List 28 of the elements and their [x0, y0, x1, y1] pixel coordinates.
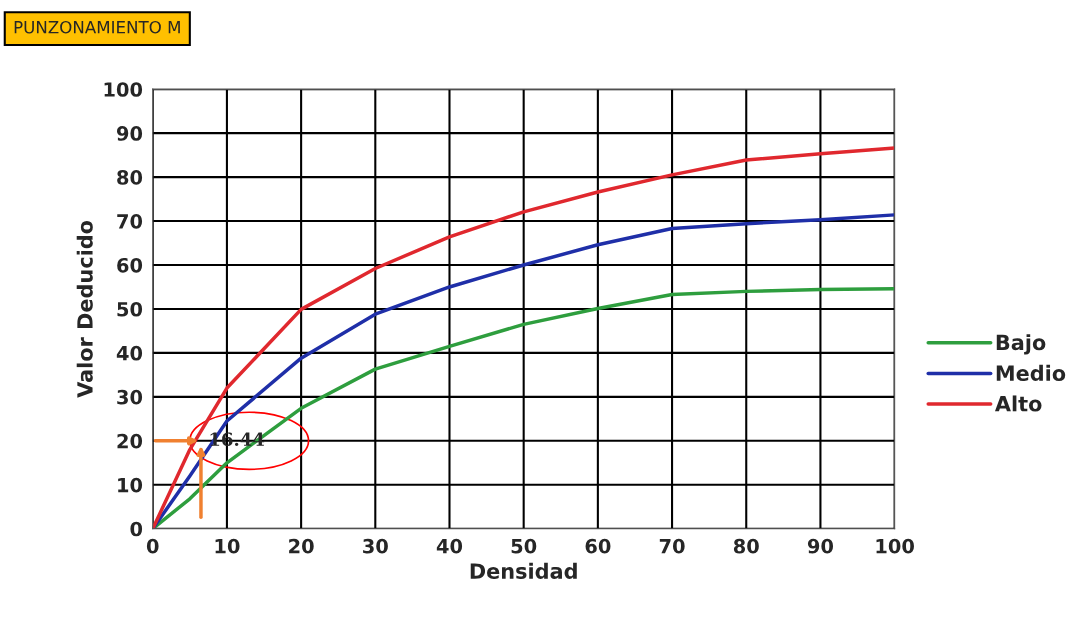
x-tick-label: 100 [876, 538, 914, 554]
legend-label: Alto [994, 395, 1042, 412]
x-tick-label: 10 [215, 538, 240, 554]
y-tick-label: 100 [104, 82, 143, 97]
legend-label: Bajo [996, 334, 1046, 355]
y-tick-label: 70 [117, 213, 143, 229]
y-tick-label: 60 [117, 257, 143, 273]
x-axis-title: Densidad [470, 562, 577, 579]
x-tick-label: 80 [733, 538, 759, 554]
y-tick-label: 10 [118, 477, 143, 493]
y-tick-label: 20 [117, 433, 143, 449]
y-tick-label: 0 [130, 521, 143, 537]
y-tick-label: 50 [117, 301, 143, 317]
x-tick-label: 50 [511, 538, 537, 554]
y-tick-label: 90 [116, 126, 143, 141]
x-tick-label: 70 [659, 538, 685, 554]
y-tick-label: 40 [116, 345, 143, 361]
x-tick-label: 40 [436, 538, 463, 554]
chart-title: PUNZONAMIENTO M [14, 20, 180, 34]
x-tick-label: 60 [585, 538, 611, 554]
y-tick-label: 30 [117, 389, 143, 405]
y-tick-label: 80 [117, 170, 143, 185]
legend-label: Medio [996, 364, 1066, 381]
x-tick-label: 90 [807, 538, 834, 554]
x-tick-label: 20 [289, 538, 314, 554]
x-tick-label: 0 [146, 538, 159, 554]
x-tick-label: 30 [363, 538, 388, 554]
y-axis-title: Valor Deducido [76, 220, 93, 398]
